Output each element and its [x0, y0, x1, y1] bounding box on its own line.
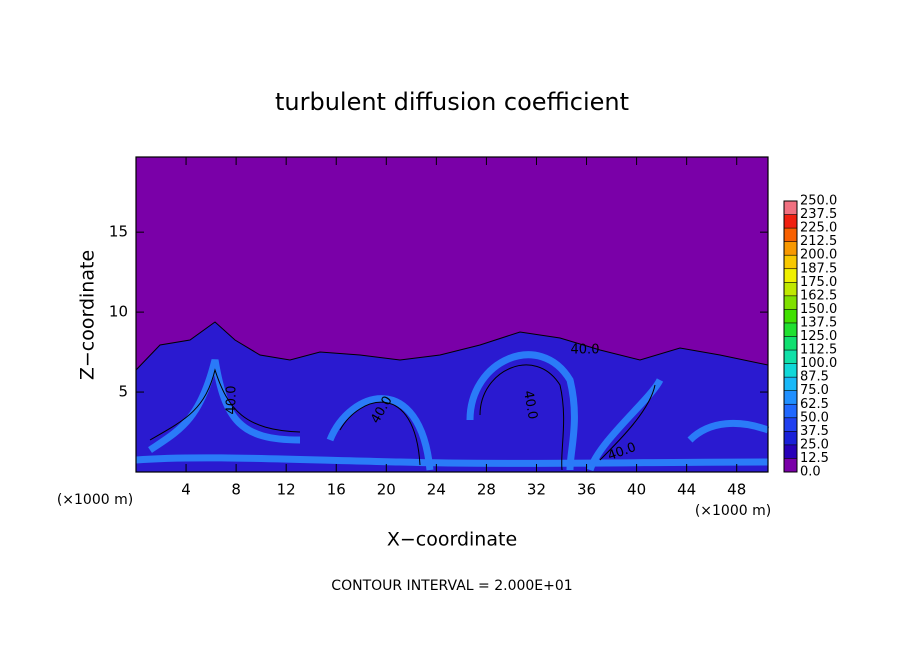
colorbar-band	[784, 228, 797, 242]
colorbar-band	[784, 431, 797, 445]
x-unit: (×1000 m)	[57, 492, 133, 508]
contour-label: 40.0	[571, 343, 600, 358]
colorbar-label: 237.5	[800, 207, 837, 222]
colorbar-label: 87.5	[800, 370, 829, 385]
colorbar-band	[784, 390, 797, 405]
plot-frame	[135, 156, 769, 473]
colorbar-label: 62.5	[800, 397, 829, 412]
x-tick-label: 16	[327, 481, 346, 499]
x-tick-label: 40	[627, 481, 646, 499]
colorbar-band	[784, 404, 797, 418]
colorbar-label: 250.0	[800, 194, 837, 209]
colorbar-band	[784, 458, 797, 472]
colorbar-label: 125.0	[800, 329, 837, 344]
colorbar-label: 225.0	[800, 221, 837, 236]
colorbar-band	[784, 322, 797, 337]
colorbar-band	[784, 255, 797, 269]
y-tick-label: 5	[118, 383, 128, 401]
colorbar-band	[784, 214, 797, 229]
colorbar-band	[784, 282, 797, 296]
colorbar-label: 12.5	[800, 451, 829, 466]
colorbar-label: 100.0	[800, 356, 837, 371]
x-tick-label: 4	[181, 481, 191, 499]
x-tick-label: 20	[377, 481, 396, 499]
colorbar-band	[784, 241, 797, 256]
colorbar-band	[784, 350, 797, 364]
x-tick-label: 44	[677, 481, 696, 499]
colorbar-label: 25.0	[800, 437, 829, 452]
colorbar-label: 50.0	[800, 410, 829, 425]
colorbar-band	[784, 268, 797, 283]
contour-label: 40.0	[520, 389, 540, 420]
x-tick-label: 36	[577, 481, 596, 499]
colorbar-label: 75.0	[800, 383, 829, 398]
colorbar-label: 212.5	[800, 234, 837, 249]
colorbar-label: 0.0	[800, 465, 821, 480]
y-tick-label: 10	[109, 303, 128, 321]
x-tick-label: 48	[727, 481, 746, 499]
contour-label: 40.0	[225, 386, 240, 415]
colorbar-label: 37.5	[800, 424, 829, 439]
colorbar-band	[784, 417, 797, 432]
colorbar-label: 187.5	[800, 261, 837, 276]
colorbar-label: 150.0	[800, 302, 837, 317]
colorbar-band	[784, 201, 797, 215]
colorbar-band	[784, 377, 797, 391]
colorbar-band	[784, 309, 797, 323]
colorbar-label: 162.5	[800, 288, 837, 303]
colorbar-label: 137.5	[800, 315, 837, 330]
y-axis-label: Z−coordinate	[77, 250, 99, 380]
colorbar-band	[784, 336, 797, 351]
contour-field	[135, 157, 770, 473]
colorbar-band	[784, 363, 797, 378]
y-tick-label: 15	[109, 223, 128, 241]
colorbar-band	[784, 295, 797, 310]
x-axis-label: X−coordinate	[387, 529, 517, 551]
footer-note: CONTOUR INTERVAL = 2.000E+01	[331, 578, 572, 594]
x-tick-label: 32	[527, 481, 546, 499]
colorbar-band	[784, 444, 797, 459]
x-tick-label: 8	[231, 481, 241, 499]
x-unit: (×1000 m)	[695, 503, 771, 519]
colorbar-label: 175.0	[800, 275, 837, 290]
x-tick-label: 28	[477, 481, 496, 499]
chart-title: turbulent diffusion coefficient	[275, 88, 629, 116]
colorbar-label: 200.0	[800, 248, 837, 263]
x-tick-label: 12	[277, 481, 296, 499]
x-tick-label: 24	[427, 481, 446, 499]
colorbar-label: 112.5	[800, 343, 837, 358]
